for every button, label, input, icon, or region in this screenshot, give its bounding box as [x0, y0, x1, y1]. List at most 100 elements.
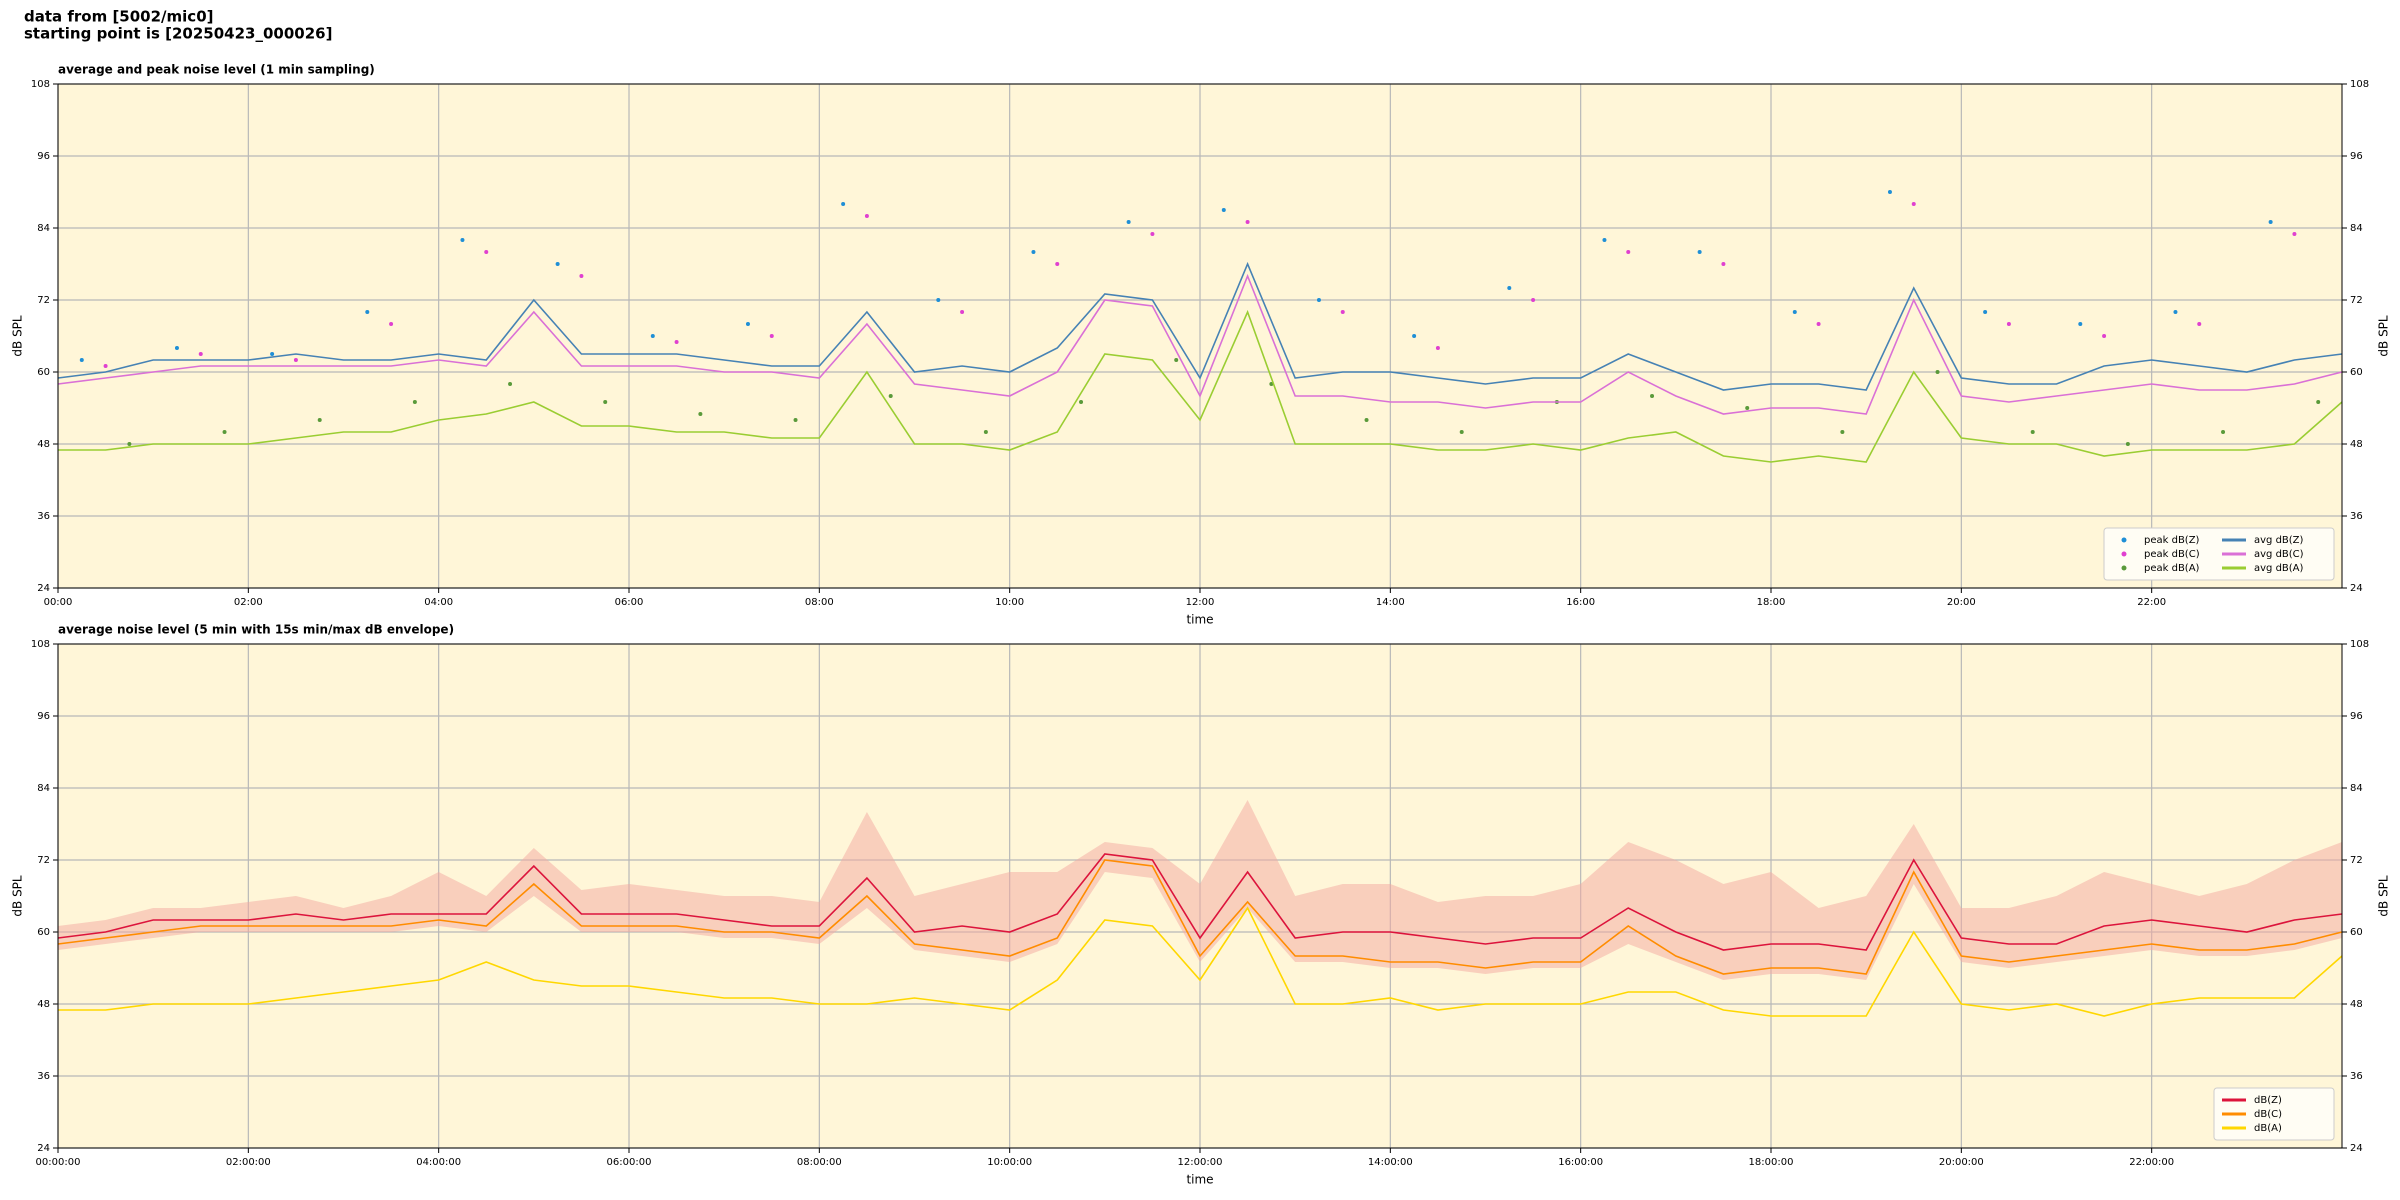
peak-point	[1626, 250, 1631, 254]
x-tick-label: 22:00	[2137, 597, 2166, 608]
peak-point	[603, 400, 608, 404]
y-tick-label: 60	[2350, 367, 2363, 378]
y-axis-label: dB SPL	[11, 875, 25, 917]
x-tick-label: 00:00	[44, 597, 73, 608]
peak-point	[174, 346, 179, 350]
peak-point	[1935, 370, 1940, 374]
y-tick-label: 24	[37, 583, 50, 594]
y-axis-label: dB SPL	[2377, 315, 2391, 357]
y-tick-label: 48	[2350, 999, 2363, 1010]
x-tick-label: 08:00:00	[797, 1157, 842, 1168]
peak-point	[650, 334, 655, 338]
y-tick-label: 84	[37, 223, 50, 234]
x-tick-label: 18:00	[1757, 597, 1786, 608]
peak-point	[79, 358, 84, 362]
y-tick-label: 48	[37, 999, 50, 1010]
x-tick-label: 12:00:00	[1178, 1157, 1223, 1168]
y-tick-label: 108	[2350, 79, 2369, 90]
peak-point	[1911, 202, 1916, 206]
x-axis-label: time	[1186, 613, 1213, 627]
peak-point	[579, 274, 584, 278]
x-tick-label: 20:00:00	[1939, 1157, 1984, 1168]
x-tick-label: 10:00:00	[987, 1157, 1032, 1168]
peak-point	[1721, 262, 1726, 266]
peak-point	[745, 322, 750, 326]
peak-point	[1221, 208, 1226, 212]
peak-point	[198, 352, 203, 356]
series-line	[57, 853, 2343, 951]
legend-label: peak dB(A)	[2144, 563, 2200, 574]
peak-point	[2078, 322, 2083, 326]
legend-label: dB(Z)	[2254, 1095, 2282, 1106]
peak-point	[2268, 220, 2273, 224]
peak-point	[1887, 190, 1892, 194]
peak-point	[2316, 400, 2321, 404]
peak-point	[460, 238, 465, 242]
peak-point	[2125, 442, 2130, 446]
y-tick-label: 84	[37, 783, 50, 794]
x-axis-label: time	[1186, 1173, 1213, 1187]
y-tick-label: 24	[37, 1143, 50, 1154]
x-tick-label: 14:00	[1376, 597, 1405, 608]
y-tick-label: 60	[2350, 927, 2363, 938]
peak-point	[936, 298, 941, 302]
peak-point	[698, 412, 703, 416]
peak-point	[2292, 232, 2297, 236]
x-tick-label: 06:00	[615, 597, 644, 608]
peak-point	[841, 202, 846, 206]
y-axis-label: dB SPL	[11, 315, 25, 357]
peak-point	[888, 394, 893, 398]
peak-point	[1507, 286, 1512, 290]
y-tick-label: 60	[37, 367, 50, 378]
x-tick-label: 08:00	[805, 597, 834, 608]
header-line: starting point is [20250423_000026]	[24, 25, 332, 43]
peak-point	[222, 430, 227, 434]
y-tick-label: 72	[37, 855, 50, 866]
envelope-area	[58, 800, 2342, 980]
peak-point	[127, 442, 132, 446]
y-tick-label: 72	[2350, 295, 2363, 306]
y-tick-label: 108	[2350, 639, 2369, 650]
series-line	[58, 906, 2343, 1017]
y-tick-label: 72	[2350, 855, 2363, 866]
legend-marker	[2121, 551, 2127, 557]
peak-point	[2173, 310, 2178, 314]
legend-label: avg dB(C)	[2254, 549, 2304, 560]
peak-point	[1340, 310, 1345, 314]
peak-point	[2006, 322, 2011, 326]
peak-point	[2221, 430, 2226, 434]
x-tick-label: 06:00:00	[607, 1157, 652, 1168]
plot-frame	[57, 643, 2343, 1149]
legend-box	[2103, 527, 2335, 581]
peak-point	[793, 418, 798, 422]
y-tick-label: 84	[2350, 783, 2363, 794]
peak-point	[960, 310, 965, 314]
legend-label: avg dB(Z)	[2254, 535, 2304, 546]
x-tick-label: 16:00:00	[1558, 1157, 1603, 1168]
legend-label: peak dB(Z)	[2144, 535, 2200, 546]
x-tick-label: 10:00	[995, 597, 1024, 608]
plot-frame	[57, 83, 2343, 589]
y-tick-label: 96	[2350, 711, 2363, 722]
series-line	[58, 309, 2343, 463]
legend-label: dB(C)	[2254, 1109, 2282, 1120]
peak-point	[1364, 418, 1369, 422]
y-tick-label: 108	[31, 639, 50, 650]
peak-point	[1316, 298, 1321, 302]
peak-point	[412, 400, 417, 404]
x-tick-label: 04:00:00	[416, 1157, 461, 1168]
y-tick-label: 48	[37, 439, 50, 450]
peak-point	[2197, 322, 2202, 326]
chart-title: average noise level (5 min with 15s min/…	[58, 623, 454, 637]
peak-point	[1459, 430, 1464, 434]
peak-point	[674, 340, 679, 344]
peak-point	[1412, 334, 1417, 338]
x-tick-label: 18:00:00	[1749, 1157, 1794, 1168]
header-line: data from [5002/mic0]	[24, 8, 214, 26]
peak-point	[1816, 322, 1821, 326]
peak-point	[270, 352, 275, 356]
peak-point	[317, 418, 322, 422]
peak-point	[1745, 406, 1750, 410]
series-line	[57, 859, 2343, 975]
